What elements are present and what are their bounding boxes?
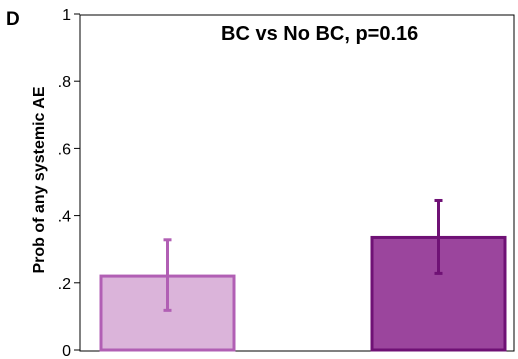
panel-label: D (6, 9, 20, 30)
y-tick-label: .2 (58, 276, 71, 293)
chart-title: BC vs No BC, p=0.16 (221, 23, 418, 45)
y-tick-label: .4 (58, 209, 71, 226)
error-bars (163, 198, 443, 312)
y-axis-label: Prob of any systemic AE (31, 86, 48, 273)
y-tick-label: 0 (62, 343, 71, 359)
y-axis: 0 .2 .4 .6 .8 1 (58, 7, 80, 359)
y-tick-label: 1 (62, 7, 71, 24)
y-tick-label: .8 (58, 74, 71, 91)
bars (99, 235, 507, 352)
y-tick-label: .6 (58, 141, 71, 158)
plot-frame (79, 14, 515, 352)
